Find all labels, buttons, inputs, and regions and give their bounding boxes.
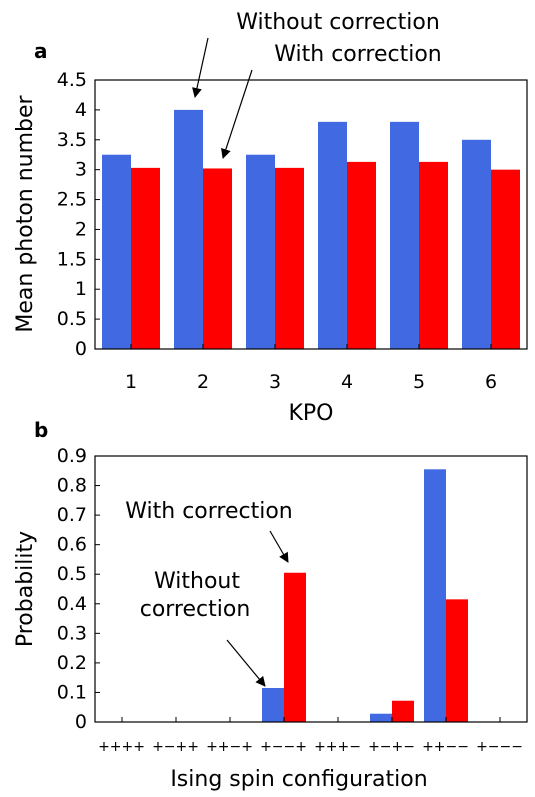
bar-with-correction — [491, 169, 520, 349]
bar-without-correction — [246, 154, 275, 349]
ytick-label: 0.3 — [57, 622, 87, 644]
panel-b-note-with: With correction — [125, 499, 293, 524]
bar-without-correction — [318, 121, 347, 349]
ytick-label: 0.2 — [57, 652, 87, 674]
panel-a-plot-frame — [94, 79, 528, 350]
xtick-label: +++− — [314, 739, 361, 755]
bar-without-correction — [102, 154, 131, 349]
panel-a-bars — [102, 109, 520, 349]
ytick-label: 1.5 — [57, 248, 87, 270]
ytick-label: 0 — [75, 711, 87, 733]
ytick-label: 3.5 — [57, 129, 87, 151]
panel-a-ylabel: Mean photon number — [13, 94, 38, 332]
bar-with-correction — [419, 161, 448, 349]
ytick-label: 1 — [75, 278, 87, 300]
bar-without-correction — [424, 469, 446, 722]
xtick-label: ++−− — [422, 739, 469, 755]
ytick-label: 2 — [75, 218, 87, 240]
ytick-label: 0.5 — [57, 563, 87, 585]
bar-without-correction — [174, 109, 203, 349]
ytick-label: 0 — [75, 338, 87, 360]
xtick-label: 3 — [269, 371, 281, 393]
ytick-label: 4 — [75, 99, 87, 121]
xtick-label: 1 — [125, 371, 137, 393]
panel-b-bars — [262, 469, 468, 722]
ytick-label: 0.6 — [57, 534, 87, 556]
ytick-label: 0.9 — [57, 445, 87, 467]
panel-a-note-without: Without correction — [236, 10, 440, 35]
xtick-label: 4 — [341, 371, 353, 393]
panel-a-xlabel: KPO — [288, 401, 333, 426]
ytick-label: 4.5 — [57, 69, 87, 91]
xtick-label: 5 — [413, 371, 425, 393]
ytick-label: 2.5 — [57, 189, 87, 211]
bar-with-correction — [203, 168, 232, 349]
bar-with-correction — [275, 167, 304, 349]
bar-with-correction — [131, 167, 160, 349]
panel-b-ylabel: Probability — [13, 531, 38, 647]
panel-a-note-with: With correction — [274, 42, 442, 67]
panel-b-xlabel: Ising spin configuration — [170, 767, 427, 792]
ytick-label: 3 — [75, 159, 87, 181]
panel-b-plot-frame — [94, 455, 528, 723]
panel-a-arrow-without — [192, 37, 209, 98]
xtick-label: +−−− — [476, 739, 523, 755]
xtick-label: 6 — [485, 371, 497, 393]
ytick-label: 0.4 — [57, 593, 87, 615]
panel-a-yticks: 0 0.5 1 1.5 2 2.5 3 3.5 4 4.5 — [57, 69, 100, 360]
panel-b-yticks: 0 0.1 0.2 0.3 0.4 0.5 0.6 0.7 0.8 0.9 — [57, 445, 100, 733]
panel-b-arrow-without — [226, 639, 266, 687]
xtick-label: 2 — [197, 371, 209, 393]
ytick-label: 0.7 — [57, 504, 87, 526]
bar-without-correction — [390, 121, 419, 349]
panel-b-note-without-1: Without — [154, 569, 240, 594]
xtick-label: +−−+ — [260, 739, 307, 755]
xtick-label: ++−+ — [206, 739, 253, 755]
ytick-label: 0.1 — [57, 681, 87, 703]
bar-without-correction — [262, 688, 284, 722]
panel-b-label: b — [34, 418, 48, 442]
bar-with-correction — [446, 599, 468, 722]
bar-without-correction — [462, 139, 491, 349]
ytick-label: 0.5 — [57, 308, 87, 330]
bar-with-correction — [347, 161, 376, 349]
panel-b-note-without-2: correction — [140, 597, 251, 622]
bar-with-correction — [284, 572, 306, 722]
xtick-label: +−++ — [152, 739, 199, 755]
xtick-label: +−+− — [368, 739, 415, 755]
panel-b-arrow-with — [269, 530, 289, 563]
panel-a-arrow-with — [221, 69, 253, 159]
bar-with-correction — [392, 700, 414, 722]
panel-a-xticks: 1 2 3 4 5 6 — [125, 344, 497, 393]
xtick-label: ++++ — [98, 739, 145, 755]
panel-b-xticks: ++++ +−++ ++−+ +−−+ +++− +−+− ++−− +−−− — [98, 717, 523, 755]
ytick-label: 0.8 — [57, 475, 87, 497]
bar-without-correction — [370, 713, 392, 722]
panel-a-label: a — [34, 39, 48, 63]
